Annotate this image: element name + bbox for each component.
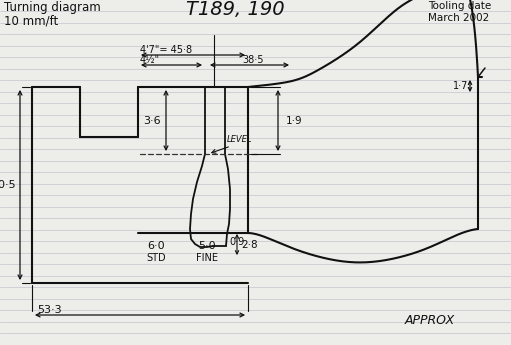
- Text: 3·6: 3·6: [143, 116, 161, 126]
- Text: 53·3: 53·3: [37, 305, 62, 315]
- Text: Turning diagram: Turning diagram: [4, 1, 101, 14]
- Text: 2·8: 2·8: [241, 240, 258, 250]
- Text: 10 mm/ft: 10 mm/ft: [4, 15, 58, 28]
- Text: 1·9: 1·9: [286, 116, 303, 126]
- Text: FINE: FINE: [196, 253, 218, 263]
- Text: 6·0: 6·0: [147, 241, 165, 251]
- Text: 1·7: 1·7: [453, 81, 468, 91]
- Text: 10·5: 10·5: [0, 180, 16, 190]
- Text: 5·0: 5·0: [198, 241, 216, 251]
- Text: 4'7"= 45·8: 4'7"= 45·8: [140, 45, 192, 55]
- Text: APPROX: APPROX: [405, 314, 455, 327]
- Text: T189, 190: T189, 190: [185, 0, 284, 19]
- Text: 0·9: 0·9: [229, 237, 244, 247]
- Text: 38·5: 38·5: [242, 55, 264, 65]
- Text: March 2002: March 2002: [428, 13, 489, 23]
- Text: STD: STD: [146, 253, 166, 263]
- Text: LEVEL: LEVEL: [227, 135, 252, 144]
- Text: 4½": 4½": [140, 55, 160, 65]
- Text: Tooling date: Tooling date: [428, 1, 491, 11]
